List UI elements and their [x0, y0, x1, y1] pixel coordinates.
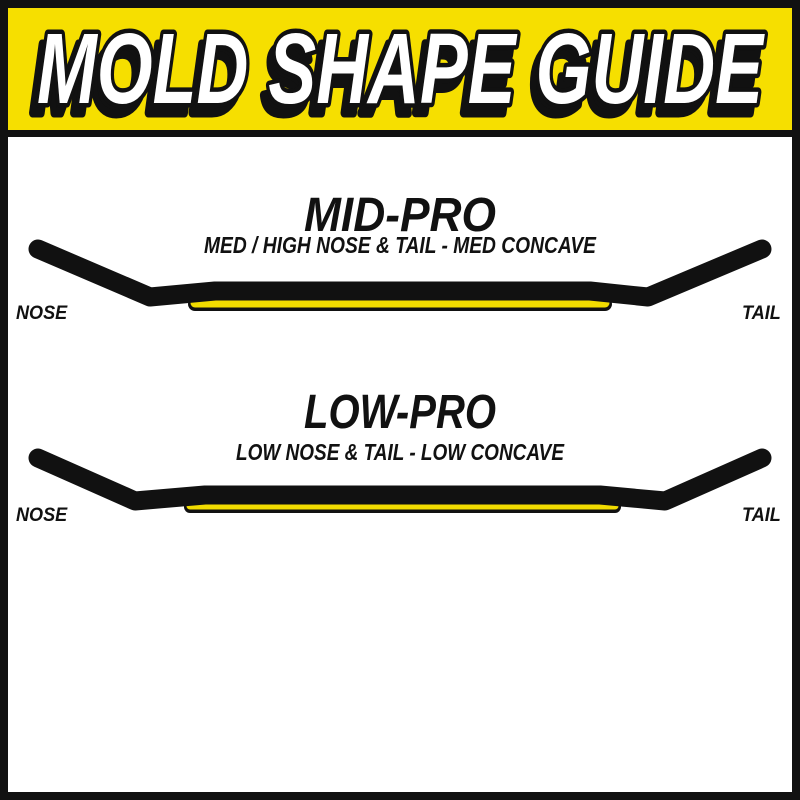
section-low-pro-subtitle: LOW NOSE & TAIL - LOW CONCAVE [236, 439, 565, 465]
page-title-shadow: MOLD SHAPE GUIDE [31, 23, 759, 130]
low-pro-board-profile-diagram [28, 448, 772, 513]
title-art: MOLD SHAPE GUIDE MOLD SHAPE GUIDE [27, 9, 770, 131]
low-pro-tail-label: TAIL [742, 505, 781, 526]
low-pro-deck-outline [28, 448, 772, 511]
section-mid-pro-heading: MID-PRO [304, 189, 496, 241]
title-banner: MOLD SHAPE GUIDE MOLD SHAPE GUIDE [8, 8, 792, 137]
low-pro-nose-label: NOSE [16, 505, 68, 526]
mid-pro-nose-label: NOSE [16, 303, 68, 324]
mid-pro-description: MED / HIGH NOSE & TAIL - MED CONCAVE [204, 232, 597, 258]
mid-pro-deck-outline [28, 239, 772, 307]
section-low-pro-heading: LOW-PRO [304, 386, 496, 438]
low-pro-description: LOW NOSE & TAIL - LOW CONCAVE [236, 439, 565, 465]
page-title: MOLD SHAPE GUIDE [37, 13, 765, 125]
mid-pro-board-profile-diagram [28, 239, 772, 311]
low-pro-title: LOW-PRO [304, 386, 496, 438]
mid-pro-tail-label: TAIL [742, 303, 781, 324]
section-mid-pro-subtitle: MED / HIGH NOSE & TAIL - MED CONCAVE [204, 232, 597, 258]
mid-pro-title: MID-PRO [304, 189, 496, 241]
